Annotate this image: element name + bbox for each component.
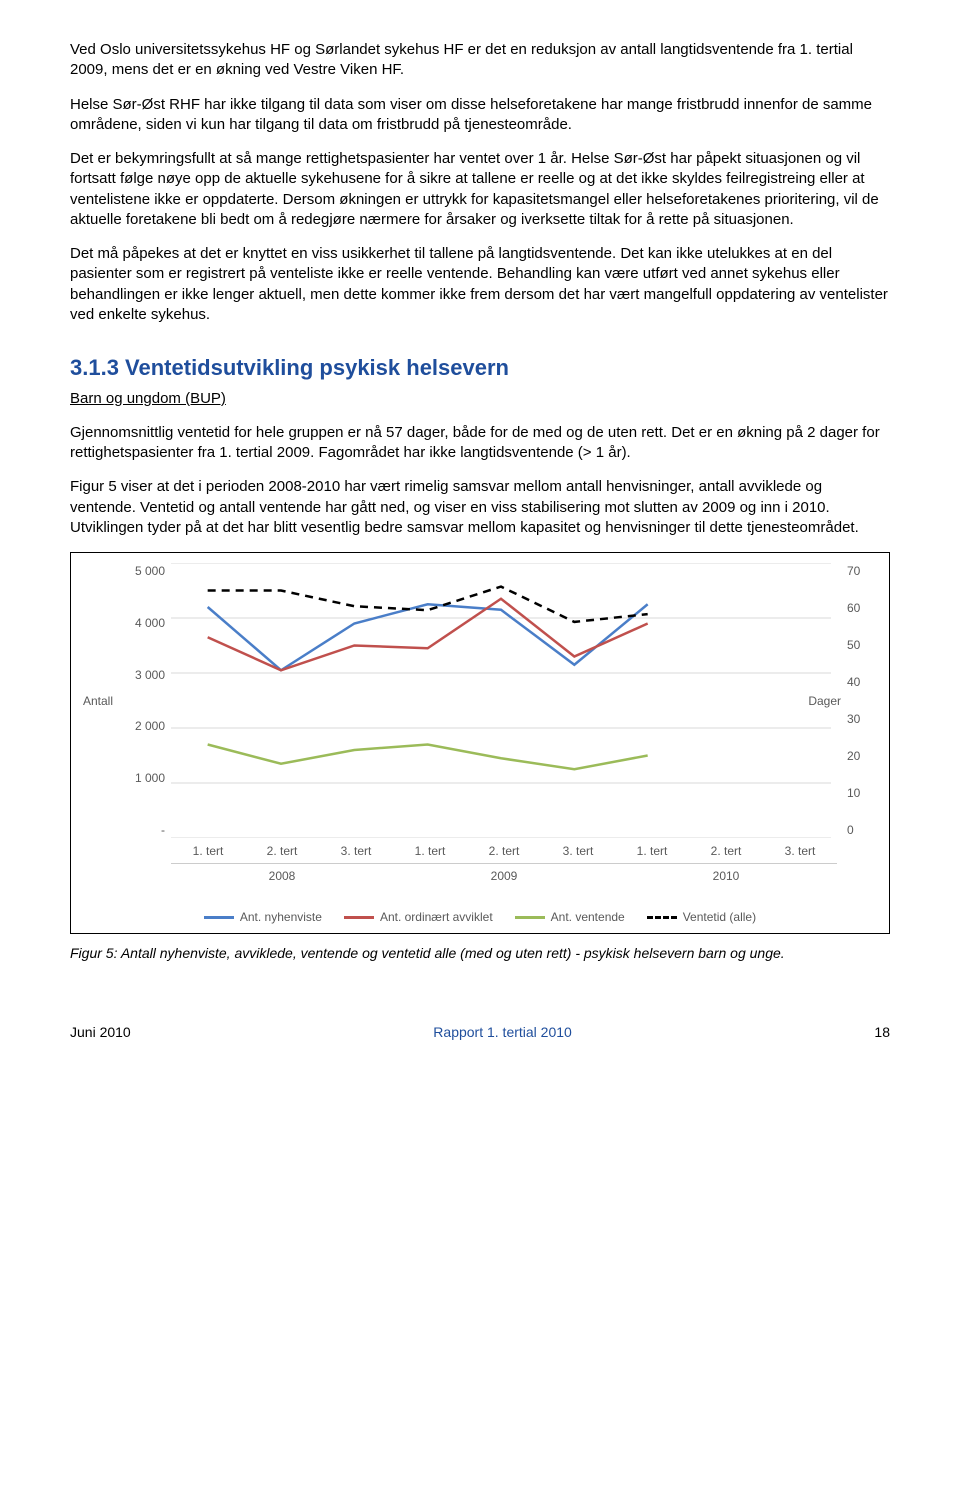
- legend-item: Ant. ordinært avviklet: [344, 909, 493, 925]
- x-ticks: 1. tert2. tert3. tert1. tert2. tert3. te…: [171, 843, 837, 859]
- legend-item: Ant. nyhenviste: [204, 909, 322, 925]
- y-left-axis-label: Antall: [83, 693, 113, 709]
- x-tick: 1. tert: [615, 843, 689, 859]
- chart-canvas: Antall 5 0004 0003 0002 0001 000- Dager …: [77, 563, 883, 903]
- subsection: Barn og ungdom (BUP): [70, 389, 890, 409]
- x-tick: 2. tert: [689, 843, 763, 859]
- legend-label: Ant. ventende: [551, 909, 625, 925]
- y-tick: 60: [847, 600, 873, 616]
- x-tick: 3. tert: [763, 843, 837, 859]
- legend-swatch: [647, 916, 677, 919]
- y-left-ticks: 5 000 4 000 3 000 2 000 1 000 -: [127, 563, 165, 838]
- section-heading: 3.1.3 Ventetidsutvikling psykisk helseve…: [70, 353, 890, 383]
- y-tick: 2 000: [127, 718, 165, 734]
- legend-swatch: [204, 916, 234, 919]
- chart-plot: [171, 563, 831, 838]
- y-tick: 30: [847, 711, 873, 727]
- y-tick: -: [127, 822, 165, 838]
- paragraph: Det er bekymringsfullt at så mange retti…: [70, 149, 890, 230]
- y-tick: 5 000: [127, 563, 165, 579]
- y-tick: 10: [847, 785, 873, 801]
- subhead: Barn og ungdom (BUP): [70, 390, 226, 407]
- x-year-labels: 200820092010: [171, 863, 837, 884]
- page-footer: Juni 2010 Rapport 1. tertial 2010 18: [70, 1023, 890, 1042]
- y-tick: 0: [847, 822, 873, 838]
- chart-legend: Ant. nyhenviste Ant. ordinært avviklet Ant…: [77, 909, 883, 929]
- legend-item: Ventetid (alle): [647, 909, 756, 925]
- x-tick: 3. tert: [319, 843, 393, 859]
- y-tick: 70: [847, 563, 873, 579]
- y-tick: 40: [847, 674, 873, 690]
- y-tick: 4 000: [127, 615, 165, 631]
- x-year: 2010: [615, 863, 837, 884]
- legend-label: Ventetid (alle): [683, 909, 756, 925]
- x-tick: 1. tert: [393, 843, 467, 859]
- footer-right: 18: [874, 1023, 890, 1042]
- y-tick: 1 000: [127, 770, 165, 786]
- y-tick: 20: [847, 748, 873, 764]
- footer-center: Rapport 1. tertial 2010: [433, 1023, 572, 1042]
- x-tick: 2. tert: [467, 843, 541, 859]
- legend-item: Ant. ventende: [515, 909, 625, 925]
- x-tick: 3. tert: [541, 843, 615, 859]
- legend-swatch: [344, 916, 374, 919]
- y-right-ticks: 70 60 50 40 30 20 10 0: [847, 563, 873, 838]
- y-tick: 50: [847, 637, 873, 653]
- legend-label: Ant. nyhenviste: [240, 909, 322, 925]
- x-year: 2009: [393, 863, 615, 884]
- paragraph: Ved Oslo universitetssykehus HF og Sørla…: [70, 40, 890, 81]
- legend-swatch: [515, 916, 545, 919]
- paragraph: Det må påpekes at det er knyttet en viss…: [70, 244, 890, 325]
- x-tick: 2. tert: [245, 843, 319, 859]
- paragraph: Helse Sør-Øst RHF har ikke tilgang til d…: [70, 95, 890, 136]
- x-year: 2008: [171, 863, 393, 884]
- y-tick: 3 000: [127, 667, 165, 683]
- legend-label: Ant. ordinært avviklet: [380, 909, 493, 925]
- figure-caption: Figur 5: Antall nyhenviste, avviklede, v…: [70, 944, 890, 963]
- paragraph: Figur 5 viser at det i perioden 2008-201…: [70, 477, 890, 538]
- footer-left: Juni 2010: [70, 1023, 131, 1042]
- paragraph: Gjennomsnittlig ventetid for hele gruppe…: [70, 423, 890, 464]
- x-tick: 1. tert: [171, 843, 245, 859]
- chart-container: Antall 5 0004 0003 0002 0001 000- Dager …: [70, 552, 890, 934]
